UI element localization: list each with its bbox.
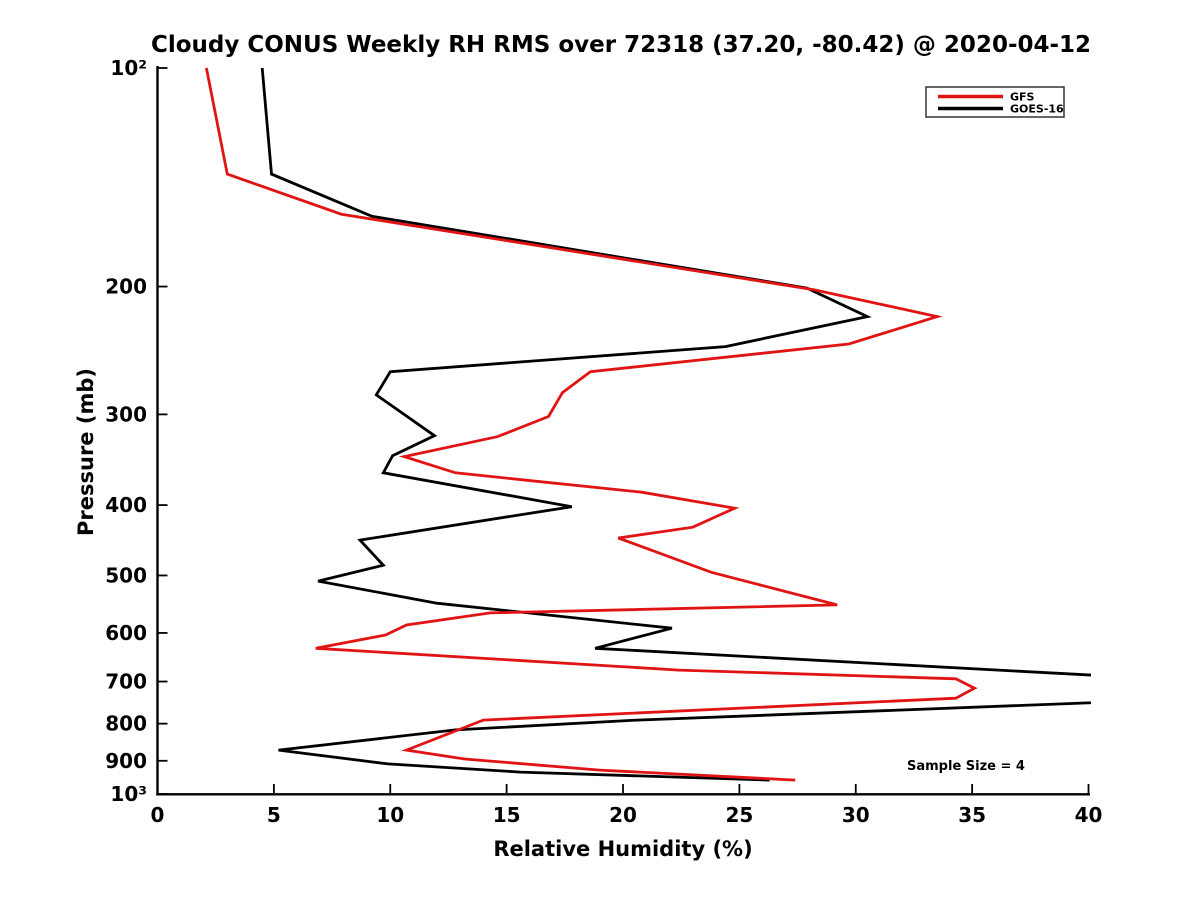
plot-area (205, 67, 1091, 782)
x-axis-label: Relative Humidity (%) (493, 837, 752, 861)
y-tick-label: 10³ (110, 782, 147, 806)
x-tick-label: 35 (958, 803, 986, 827)
x-tick-label: 20 (609, 803, 637, 827)
x-axis-ticks: 0 5 10 15 20 25 30 35 40 (151, 784, 1103, 827)
goes16-series-line (260, 67, 1091, 782)
legend: GFS GOES-16 (925, 86, 1065, 118)
chart-title: Cloudy CONUS Weekly RH RMS over 72318 (3… (151, 32, 1091, 58)
gfs-series-line (205, 67, 978, 782)
x-tick-label: 15 (493, 803, 521, 827)
y-tick-label: 200 (105, 275, 147, 299)
sample-size-annotation: Sample Size = 4 (907, 759, 1025, 774)
x-tick-label: 10 (376, 803, 404, 827)
y-axis-ticks: 10² 200 300 400 500 600 700 800 900 10³ (105, 56, 168, 806)
x-tick-label: 30 (842, 803, 870, 827)
y-axis-label: Pressure (mb) (74, 368, 98, 536)
y-tick-label: 900 (105, 749, 147, 773)
y-tick-label: 500 (105, 563, 147, 587)
x-tick-label: 40 (1075, 803, 1103, 827)
y-tick-label: 400 (105, 493, 147, 517)
y-tick-label: 10² (110, 56, 147, 80)
y-tick-label: 700 (105, 670, 147, 694)
y-tick-label: 300 (105, 402, 147, 426)
y-tick-label: 800 (105, 712, 147, 736)
x-tick-label: 25 (725, 803, 753, 827)
x-tick-label: 0 (151, 803, 165, 827)
x-tick-label: 5 (267, 803, 281, 827)
legend-box (925, 86, 1065, 118)
legend-goes16-label: GOES-16 (1010, 103, 1064, 116)
y-tick-label: 600 (105, 621, 147, 645)
legend-gfs-label: GFS (1010, 91, 1035, 104)
